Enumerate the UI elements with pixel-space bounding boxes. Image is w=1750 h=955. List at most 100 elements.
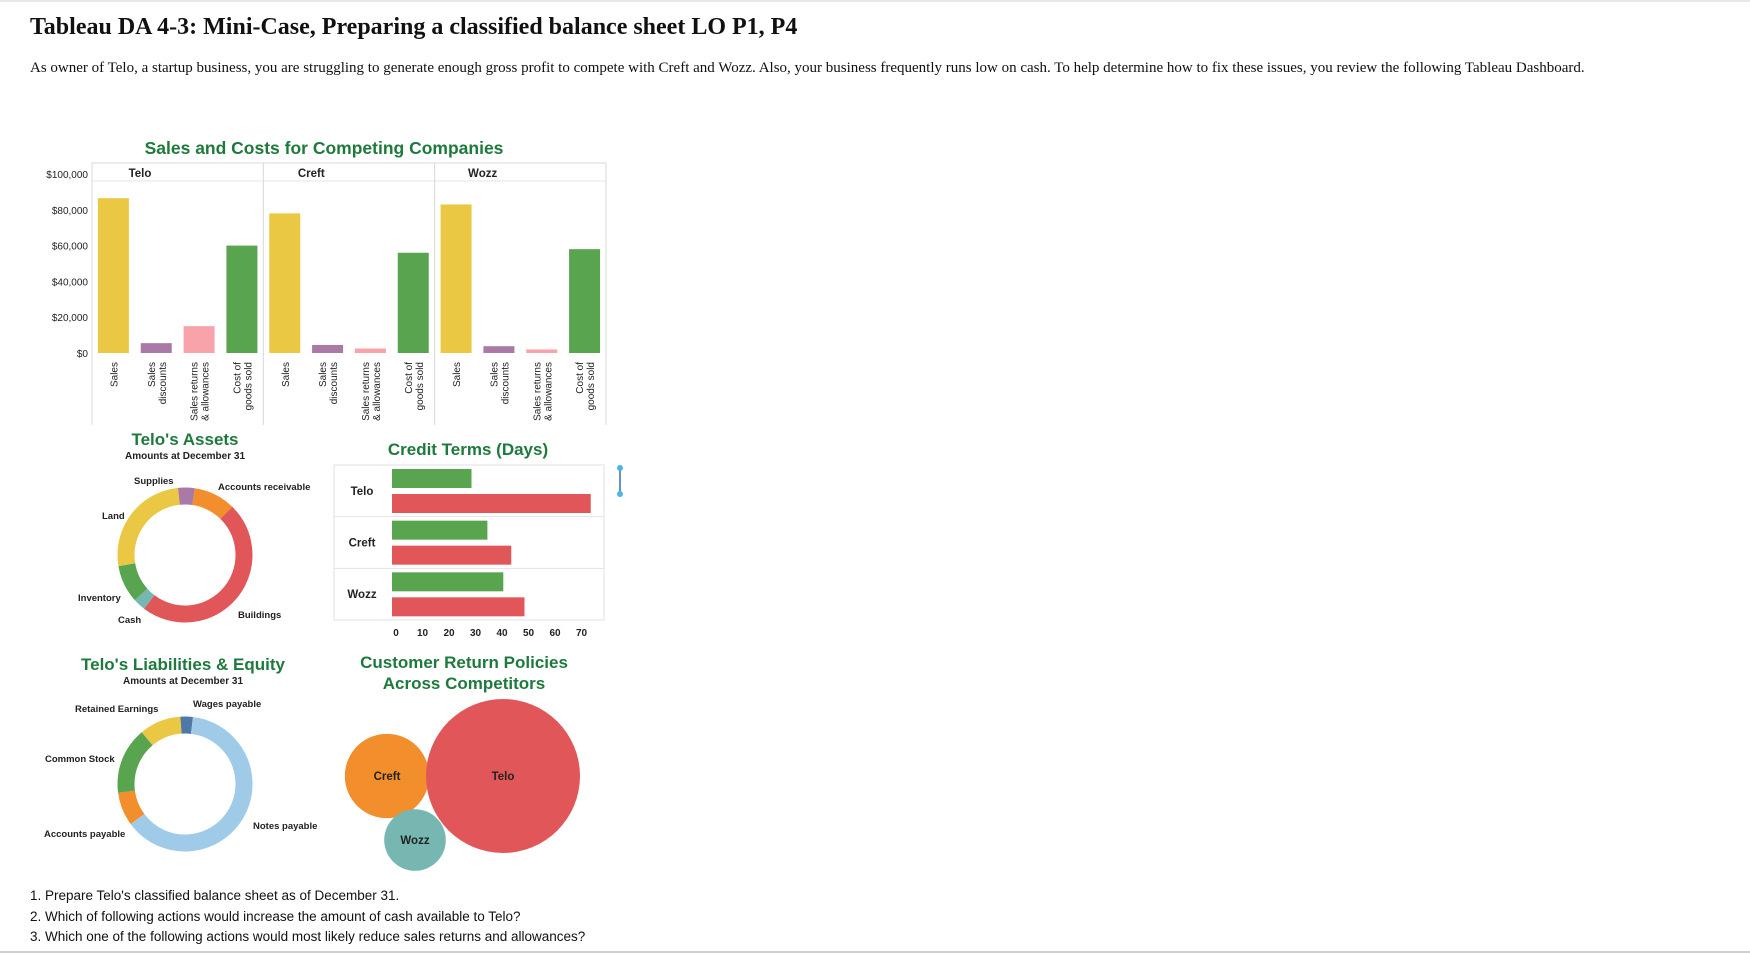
assets-label-land: Land	[102, 511, 125, 522]
credit-bar-wozz-0	[392, 572, 504, 592]
page-title: Tableau DA 4-3: Mini-Case, Preparing a c…	[30, 14, 798, 40]
liab-slice-common-stock	[117, 716, 253, 852]
bar-wozz-cost-of-goods-sold	[569, 249, 601, 353]
intro-paragraph: As owner of Telo, a startup business, yo…	[30, 60, 1585, 76]
bubble-creft	[344, 733, 430, 819]
credit-terms-title: Credit Terms (Days)	[388, 440, 548, 459]
y-tick-label: $20,000	[52, 313, 89, 324]
liabilities-labels: Retained Earnings Wages payable Common Sto…	[44, 699, 317, 840]
tableau-dashboard: Sales and Costs for Competing Companies …	[44, 138, 623, 871]
assets-labels: Supplies Accounts receivable Land Inventory…	[78, 476, 310, 626]
sales-costs-y-axis: $0 $20,000 $40,000 $60,000 $80,000 $100,000	[46, 170, 88, 360]
credit-x-tick: 40	[496, 628, 508, 639]
credit-terms-bars	[392, 469, 591, 617]
liab-slice-retained-earnings	[117, 716, 253, 852]
question-1: 1. Prepare Telo's classified balance she…	[30, 888, 400, 903]
credit-x-tick: 10	[417, 628, 429, 639]
return-policies-bubbles: Creft Telo Wozz	[344, 699, 580, 871]
bar-wozz-sales	[440, 204, 472, 353]
x-tick-label: discounts	[329, 362, 340, 404]
x-tick-label: Cost of	[575, 362, 586, 394]
liabilities-subtitle: Amounts at December 31	[123, 676, 243, 687]
assets-label-cash: Cash	[118, 615, 141, 626]
bubble-label-creft: Creft	[374, 771, 401, 783]
bar-telo-sales	[97, 198, 129, 353]
liab-slice-notes-payable	[117, 716, 253, 852]
credit-bar-creft-1	[392, 545, 512, 565]
sales-costs-title: Sales and Costs for Competing Companies	[145, 138, 504, 158]
liabilities-title: Telo's Liabilities & Equity	[81, 655, 286, 674]
bubble-wozz	[384, 809, 446, 871]
questions: 1. Prepare Telo's classified balance she…	[30, 886, 585, 948]
assets-label-accounts-receivable: Accounts receivable	[218, 482, 310, 493]
credit-x-tick: 20	[443, 628, 455, 639]
credit-frame-box	[333, 464, 605, 621]
x-tick-label: Cost of	[232, 362, 243, 394]
panel-label-creft: Creft	[298, 168, 325, 180]
credit-x-tick: 30	[470, 628, 482, 639]
credit-terms-x-axis: 0 10 20 30 40 50 60 70	[393, 628, 587, 639]
question-2: 2. Which of following actions would incr…	[30, 908, 521, 924]
x-tick-label: Sales	[489, 362, 500, 387]
credit-label-wozz: Wozz	[347, 589, 376, 601]
return-policies-title-line-1: Customer Return Policies	[360, 653, 568, 672]
credit-terms-frame	[333, 464, 605, 621]
sales-costs-frame	[91, 162, 607, 425]
credit-bar-wozz-1	[392, 597, 525, 617]
credit-terms-labels: Telo Creft Wozz	[347, 486, 376, 601]
liab-label-wages-payable: Wages payable	[193, 699, 261, 710]
bar-creft-sales-discounts	[312, 344, 344, 353]
credit-x-tick: 60	[549, 628, 561, 639]
x-tick-label: goods sold	[243, 362, 254, 410]
panel-label-wozz: Wozz	[468, 168, 497, 180]
bar-creft-sales-returns-allowances	[354, 348, 386, 353]
x-tick-label: discounts	[158, 362, 169, 404]
liab-label-notes-payable: Notes payable	[253, 821, 317, 832]
x-tick-label: Sales returns	[190, 362, 201, 421]
x-tick-label: Sales	[109, 362, 120, 387]
x-tick-label: Sales	[318, 362, 329, 387]
x-tick-label: Sales returns	[361, 362, 372, 421]
credit-x-tick: 0	[393, 628, 399, 639]
sales-costs-panel-labels: Telo Creft Wozz	[129, 168, 498, 180]
x-tick-label: Sales	[147, 362, 158, 387]
y-tick-label: $60,000	[52, 242, 89, 253]
assets-subtitle: Amounts at December 31	[125, 451, 245, 462]
credit-label-telo: Telo	[351, 486, 374, 498]
bubble-label-wozz: Wozz	[400, 835, 429, 847]
x-tick-label: Sales	[452, 362, 463, 387]
credit-x-tick: 50	[523, 628, 535, 639]
assets-title: Telo's Assets	[131, 430, 238, 449]
bubble-label-telo: Telo	[492, 771, 515, 783]
bar-telo-cost-of-goods-sold	[226, 245, 258, 353]
return-policies-chart: Customer Return Policies Across Competit…	[344, 653, 580, 871]
y-tick-label: $0	[77, 349, 89, 360]
bar-creft-sales	[269, 213, 301, 353]
bar-telo-sales-discounts	[140, 343, 172, 353]
assets-label-inventory: Inventory	[78, 593, 121, 604]
bar-wozz-sales-returns-allowances	[526, 349, 558, 353]
x-tick-label: & allowances	[372, 362, 383, 421]
x-tick-label: discounts	[500, 362, 511, 404]
x-tick-label: goods sold	[415, 362, 426, 410]
x-tick-label: Cost of	[404, 362, 415, 394]
bar-telo-sales-returns-allowances	[183, 326, 215, 353]
x-tick-label: Sales returns	[532, 362, 543, 421]
y-tick-label: $80,000	[52, 206, 89, 217]
liab-label-retained-earnings: Retained Earnings	[75, 704, 158, 715]
liab-label-common-stock: Common Stock	[45, 754, 115, 765]
bubble-telo	[426, 699, 580, 853]
credit-bar-telo-0	[392, 469, 472, 488]
liabilities-donut	[117, 716, 253, 852]
credit-label-creft: Creft	[349, 538, 376, 550]
sales-costs-x-axis: Sales Sales discounts Sales returns & allowa…	[109, 362, 597, 421]
panel-label-telo: Telo	[129, 168, 152, 180]
assets-label-supplies: Supplies	[134, 476, 174, 487]
x-tick-label: & allowances	[201, 362, 212, 421]
bar-wozz-sales-discounts	[483, 346, 515, 353]
resize-handle[interactable]	[617, 465, 623, 497]
credit-x-tick: 70	[576, 628, 588, 639]
bar-creft-cost-of-goods-sold	[397, 252, 429, 353]
assets-donut-chart: Telo's Assets Amounts at December 31 Sup…	[78, 430, 310, 626]
question-3: 3. Which one of the following actions wo…	[30, 929, 586, 944]
